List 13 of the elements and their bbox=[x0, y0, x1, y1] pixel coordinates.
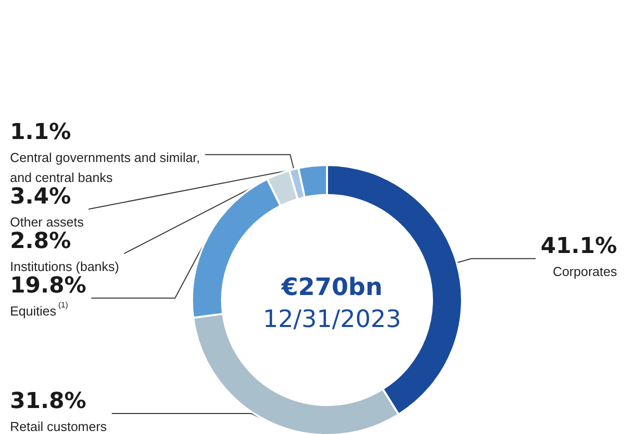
data-label: 3.4% bbox=[10, 184, 72, 210]
data-label: 41.1% bbox=[540, 234, 617, 260]
data-label: 1.1% bbox=[10, 120, 72, 146]
text: 12/31/2023 bbox=[262, 305, 402, 333]
data-label: 31.8% bbox=[10, 389, 86, 414]
slice-label: Central governments and similar, and central banks bbox=[10, 150, 200, 186]
slice-label: Other assets bbox=[10, 214, 84, 230]
slice-label: Institutions (banks) bbox=[10, 259, 120, 274]
slice-label: Retail customers bbox=[10, 419, 108, 434]
data-label: 2.8% bbox=[10, 229, 72, 254]
text: €270bn bbox=[280, 273, 383, 301]
data-label: 19.8% bbox=[10, 274, 86, 299]
slice-label: Corporates bbox=[552, 264, 618, 280]
